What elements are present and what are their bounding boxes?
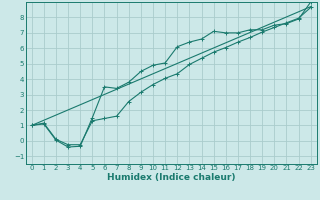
X-axis label: Humidex (Indice chaleur): Humidex (Indice chaleur) <box>107 173 236 182</box>
